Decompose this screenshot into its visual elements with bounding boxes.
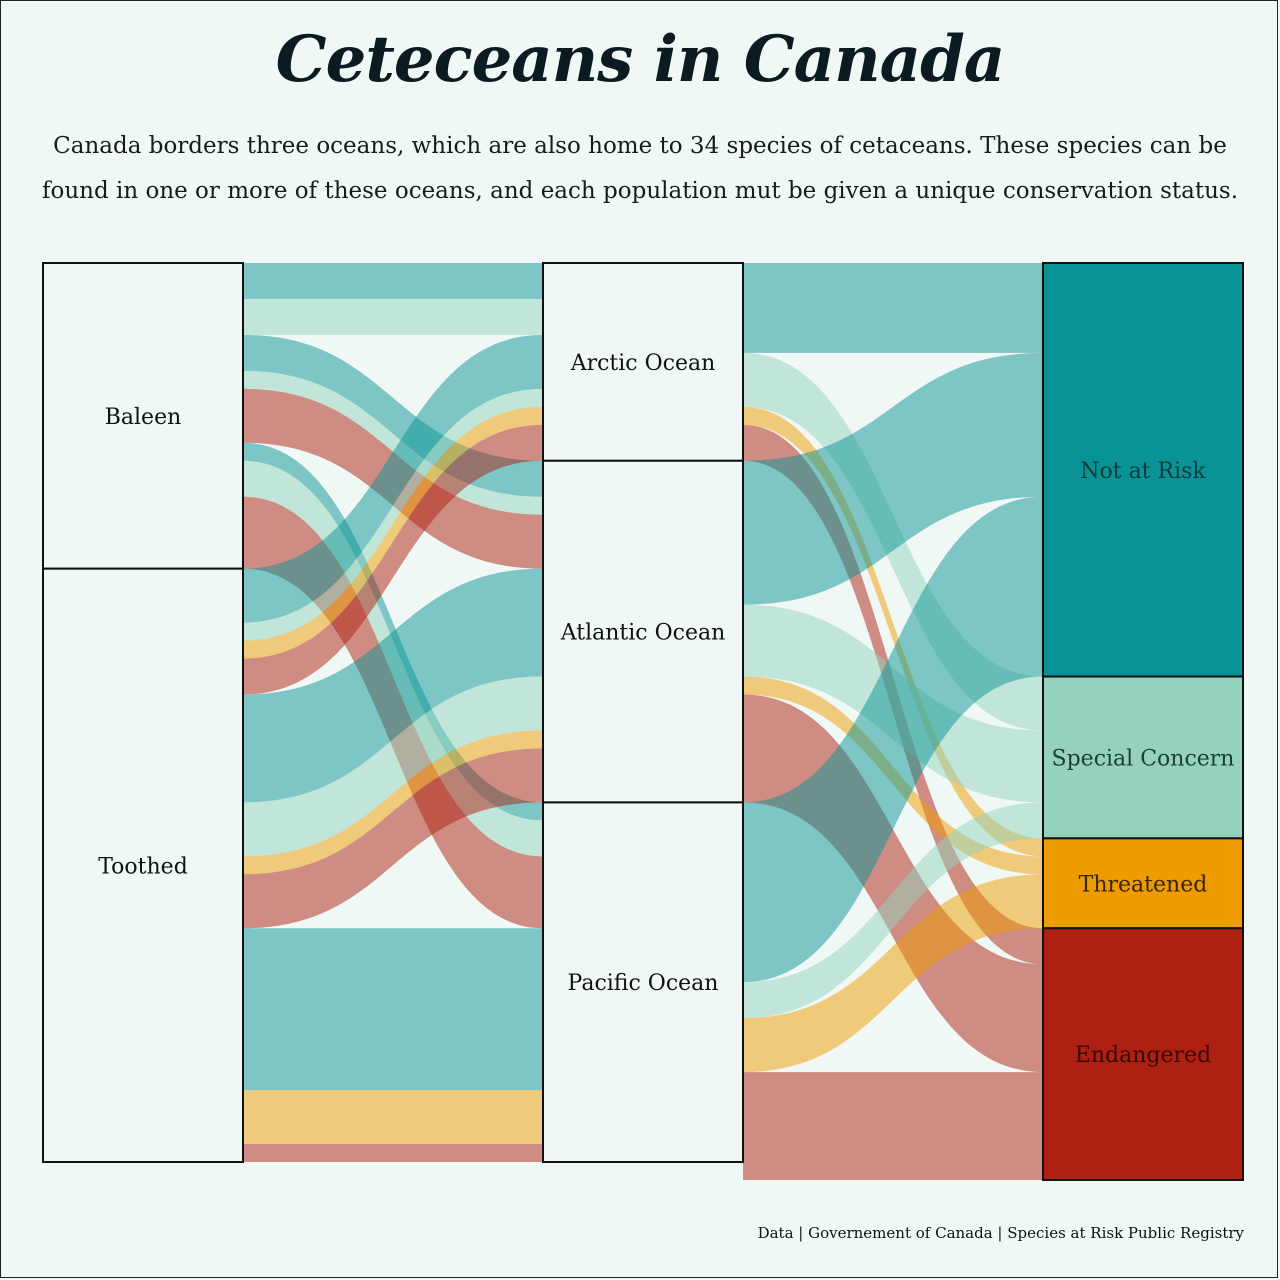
node-baleen — [42, 262, 244, 570]
link-baleen-atlantic-ocean-special-concern — [243, 370, 543, 515]
link-arctic-ocean-not-at-risk — [743, 263, 1043, 353]
link-toothed-arctic-ocean-special-concern — [243, 388, 543, 641]
node-label-special-concern: Special Concern — [1052, 746, 1235, 771]
node-label-threatened: Threatened — [1079, 872, 1208, 897]
link-pacific-ocean-threatened — [743, 874, 1043, 1073]
node-atlantic-ocean — [542, 459, 744, 804]
link-pacific-ocean-not-at-risk — [743, 496, 1043, 983]
link-toothed-atlantic-ocean-endangered — [243, 748, 543, 929]
link-baleen-pacific-ocean-not-at-risk — [243, 442, 543, 821]
link-toothed-arctic-ocean-not-at-risk — [243, 334, 543, 623]
link-toothed-atlantic-ocean-not-at-risk — [243, 568, 543, 803]
link-arctic-ocean-threatened — [743, 406, 1043, 857]
chart-title: Ceteceans in Canada — [275, 22, 1006, 97]
link-baleen-arctic-ocean-not-at-risk — [243, 263, 543, 299]
node-label-arctic-ocean: Arctic Ocean — [570, 351, 716, 376]
link-toothed-arctic-ocean-endangered — [243, 424, 543, 695]
data-source-caption: Data | Governement of Canada | Species a… — [757, 1224, 1244, 1242]
link-toothed-pacific-ocean-not-at-risk — [243, 928, 543, 1091]
link-toothed-atlantic-ocean-threatened — [243, 730, 543, 875]
node-not-at-risk — [1042, 262, 1244, 678]
node-label-atlantic-ocean: Atlantic Ocean — [560, 621, 726, 646]
link-toothed-atlantic-ocean-special-concern — [243, 676, 543, 857]
link-pacific-ocean-special-concern — [743, 802, 1043, 1019]
node-threatened — [1042, 837, 1244, 930]
sankey-nodes: Baleen Toothed Arctic Ocean Atlantic Ocean P… — [42, 262, 1244, 1181]
links-type-to-ocean — [243, 263, 543, 1162]
node-label-baleen: Baleen — [105, 405, 182, 430]
link-pacific-ocean-endangered — [743, 1072, 1043, 1180]
link-toothed-pacific-ocean-endangered — [243, 1144, 543, 1162]
link-toothed-arctic-ocean-threatened — [243, 406, 543, 659]
node-label-toothed: Toothed — [98, 854, 188, 879]
node-endangered — [1042, 927, 1244, 1181]
links-ocean-to-status — [743, 263, 1043, 1180]
link-atlantic-ocean-not-at-risk — [743, 352, 1043, 605]
node-label-pacific-ocean: Pacific Ocean — [568, 971, 719, 996]
node-label-endangered: Endangered — [1075, 1043, 1211, 1068]
node-pacific-ocean — [542, 801, 744, 1164]
chart-subtitle: Canada borders three oceans, which are a… — [41, 133, 1239, 204]
node-arctic-ocean — [542, 262, 744, 462]
node-label-not-at-risk: Not at Risk — [1080, 459, 1206, 484]
node-special-concern — [1042, 675, 1244, 840]
node-toothed — [42, 567, 244, 1163]
link-baleen-arctic-ocean-special-concern — [243, 298, 543, 335]
link-toothed-pacific-ocean-threatened — [243, 1090, 543, 1145]
